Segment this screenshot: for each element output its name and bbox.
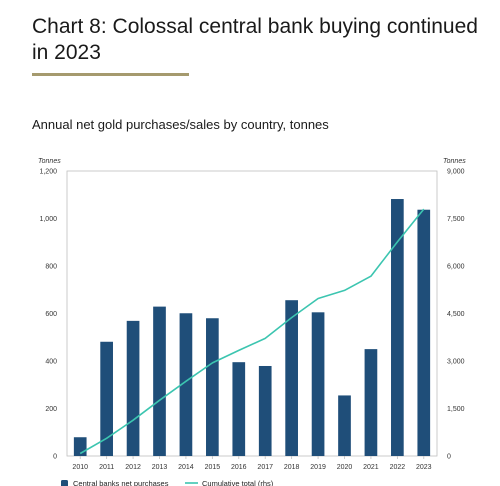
right-tick-label: 4,500 [447,311,465,318]
right-tick-label: 7,500 [447,216,465,223]
x-tick-label: 2022 [390,464,406,471]
bar [417,209,431,456]
legend-bar-swatch [61,480,68,486]
legend-line-label: Cumulative total (rhs) [202,479,274,486]
left-tick-label: 1,200 [39,169,57,176]
right-tick-label: 1,500 [447,406,465,413]
bar [391,199,404,456]
x-tick-label: 2015 [205,464,221,471]
plot-border [66,170,438,457]
x-tick-label: 2019 [310,464,326,471]
x-tick-label: 2018 [284,464,300,471]
chart-title: Chart 8: Colossal central bank buying co… [32,15,478,64]
bar [311,312,325,456]
bar [100,341,113,456]
chart-subtitle: Annual net gold purchases/sales by count… [32,117,329,132]
title-underline [32,73,189,76]
bar [126,320,140,456]
bar [285,300,298,456]
bar [258,365,272,456]
x-tick-label: 2014 [178,464,194,471]
x-tick-label: 2012 [125,464,141,471]
left-axis-unit: Tonnes [38,158,61,165]
right-tick-label: 0 [447,454,451,461]
right-tick-label: 3,000 [447,359,465,366]
left-tick-label: 400 [45,359,57,366]
left-tick-label: 1,000 [39,216,57,223]
x-tick-label: 2017 [257,464,273,471]
bar [364,349,378,456]
left-tick-label: 600 [45,311,57,318]
x-tick-label: 2010 [72,464,88,471]
cumulative-line [79,208,425,455]
x-tick-label: 2021 [363,464,379,471]
x-tick-label: 2011 [99,464,114,471]
bar [206,318,219,456]
legend-bar-label: Central banks net purchases [73,479,169,486]
x-tick-label: 2016 [231,464,247,471]
bar [179,313,193,456]
x-tick-label: 2013 [152,464,168,471]
left-tick-label: 800 [45,264,57,271]
right-tick-label: 6,000 [447,264,465,271]
x-tick-label: 2020 [337,464,353,471]
left-tick-label: 0 [53,454,57,461]
left-tick-label: 200 [45,406,57,413]
bar [153,306,166,456]
right-axis-unit: Tonnes [443,158,466,165]
right-tick-label: 9,000 [447,169,465,176]
bar [232,362,246,456]
bar [338,395,351,456]
x-tick-label: 2023 [416,464,432,471]
